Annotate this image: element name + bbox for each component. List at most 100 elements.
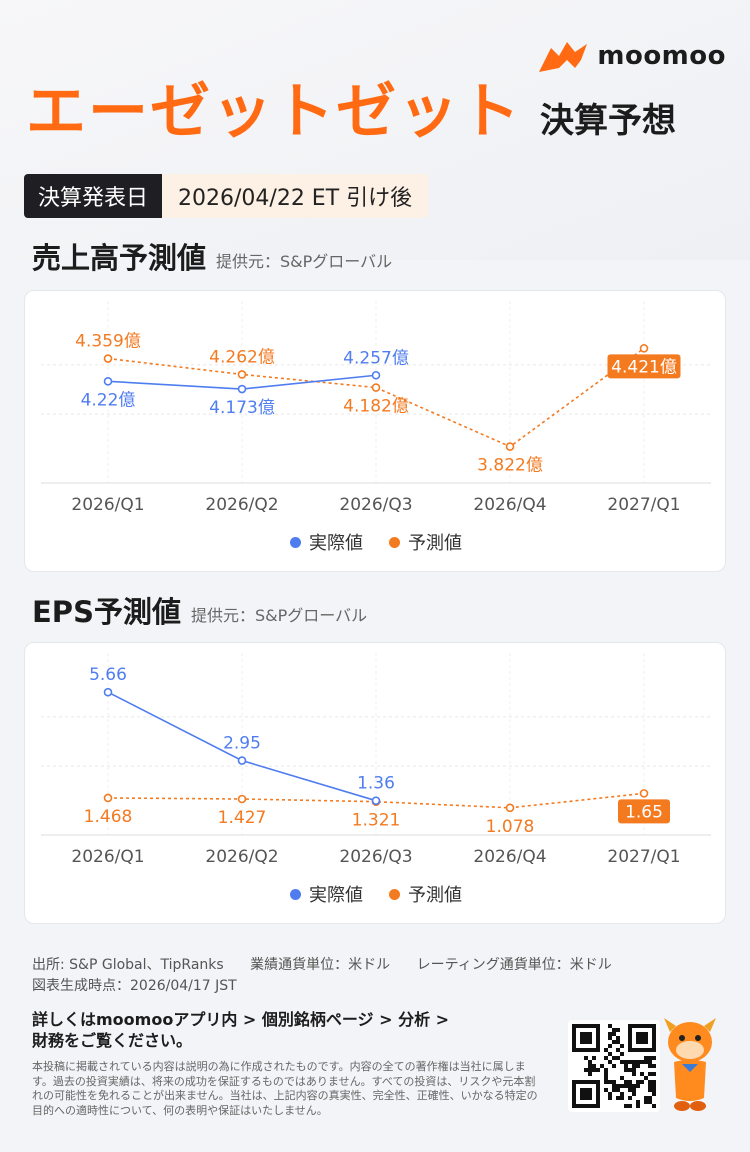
forecast-point (237, 370, 247, 379)
qr-module (612, 1040, 616, 1044)
x-tick-label: 2026/Q3 (339, 495, 412, 515)
qr-module (632, 1084, 636, 1088)
forecast-point (371, 383, 381, 392)
eps-chart-card: 2026/Q1 2026/Q2 2026/Q3 2026/Q4 2027/Q1 1.468… (24, 642, 726, 924)
qr-module (604, 1048, 608, 1052)
moomoo-logo: moomoo (537, 38, 726, 74)
qr-module (600, 1064, 604, 1068)
forecast-point (505, 442, 515, 451)
legend-forecast-dot (389, 536, 400, 548)
qr-module (616, 1088, 620, 1092)
qr-module (624, 1104, 628, 1108)
qr-module (612, 1028, 616, 1032)
legend-actual-label: 実際値 (309, 533, 363, 554)
chart-grid (41, 653, 711, 836)
qr-module (592, 1068, 596, 1072)
actual-data-label: 2.95 (223, 734, 261, 754)
qr-module (648, 1064, 652, 1068)
qr-module (612, 1032, 616, 1036)
qr-module (616, 1036, 620, 1040)
qr-module (616, 1096, 620, 1100)
qr-module (624, 1080, 628, 1084)
qr-module (652, 1104, 656, 1108)
qr-module (652, 1072, 656, 1076)
forecast-latest-badge (618, 799, 670, 824)
qr-module (632, 1060, 636, 1064)
forecast-data-label: 4.182億 (343, 397, 409, 417)
footer-source: 出所: S&P Global、TipRanks 業績通貨単位：米ドル レーティン… (32, 955, 634, 997)
forecast-data-label: 1.321 (352, 811, 401, 831)
cta-line-2: 財務をご覧ください。 (32, 1031, 193, 1050)
qr-module (620, 1052, 624, 1056)
qr-module (612, 1056, 616, 1060)
qr-module (628, 1080, 632, 1084)
data-source: 出所: S&P Global、TipRanks (32, 957, 224, 973)
eps-section-header: EPS予測値 提供元：S&Pグローバル (32, 598, 367, 627)
mascot-icon (664, 1018, 716, 1111)
page-subtitle: 決算予想 (540, 101, 676, 141)
qr-module (652, 1056, 656, 1060)
forecast-data-label: 4.262億 (209, 347, 275, 367)
qr-module (608, 1052, 612, 1056)
generated-time: 図表生成時点：2026/04/17 JST (32, 978, 237, 994)
qr-module (632, 1068, 636, 1072)
qr-module (604, 1076, 608, 1080)
legend-actual: 実際値 (290, 881, 363, 907)
forecast-point (103, 793, 113, 803)
qr-module (608, 1060, 612, 1064)
qr-module (636, 1084, 640, 1088)
qr-module (628, 1060, 632, 1064)
qr-module (616, 1040, 620, 1044)
qr-module (592, 1056, 596, 1060)
x-tick-label: 2026/Q4 (473, 495, 546, 515)
qr-module (648, 1056, 652, 1060)
qr-module (608, 1032, 612, 1036)
forecast-point (103, 354, 113, 363)
revenue-section-header: 売上高予測値 提供元：S&Pグローバル (32, 244, 392, 273)
qr-module (608, 1092, 612, 1096)
qr-module (640, 1080, 644, 1084)
actual-data-label: 4.22億 (81, 390, 136, 410)
forecast-data-label: 4.421億 (611, 357, 677, 377)
qr-module (604, 1056, 608, 1060)
x-tick-label: 2026/Q3 (339, 847, 412, 867)
forecast-point (505, 803, 515, 813)
qr-module (636, 1104, 640, 1108)
qr-module (612, 1084, 616, 1088)
actual-data-label: 1.36 (357, 774, 395, 794)
qr-module (604, 1080, 608, 1084)
rating-currency-unit: レーティング通貨単位：米ドル (416, 957, 612, 973)
qr-module (616, 1028, 620, 1032)
actual-data-label: 4.173億 (209, 398, 275, 418)
x-tick-label: 2027/Q1 (607, 495, 680, 515)
qr-module (652, 1088, 656, 1092)
legend-forecast-label: 予測値 (408, 885, 462, 906)
forecast-point (639, 344, 649, 353)
qr-module (608, 1044, 612, 1048)
forecast-point (639, 789, 649, 798)
qr-module (620, 1084, 624, 1088)
qr-code[interactable] (568, 1020, 660, 1112)
x-tick-label: 2026/Q1 (71, 847, 144, 867)
qr-finder-core (636, 1032, 648, 1044)
qr-code-icon (572, 1024, 656, 1108)
eps-section-title: EPS予測値 (32, 595, 181, 629)
qr-module (588, 1060, 592, 1064)
qr-module (624, 1060, 628, 1064)
qr-module (592, 1064, 596, 1068)
qr-module (628, 1068, 632, 1072)
legend-actual: 実際値 (290, 529, 363, 555)
qr-module (652, 1080, 656, 1084)
x-tick-label: 2026/Q1 (71, 495, 144, 515)
qr-module (588, 1068, 592, 1072)
eps-section-source: 提供元：S&Pグローバル (190, 606, 368, 625)
forecast-data-label: 1.468 (84, 807, 133, 827)
qr-module (644, 1060, 648, 1064)
actual-point (237, 384, 247, 394)
qr-module (648, 1100, 652, 1104)
earnings-date-value: 2026/04/22 ET 引け後 (162, 174, 429, 218)
qr-module (620, 1060, 624, 1064)
chart-grid (41, 301, 711, 484)
qr-module (636, 1060, 640, 1064)
qr-module (628, 1104, 632, 1108)
